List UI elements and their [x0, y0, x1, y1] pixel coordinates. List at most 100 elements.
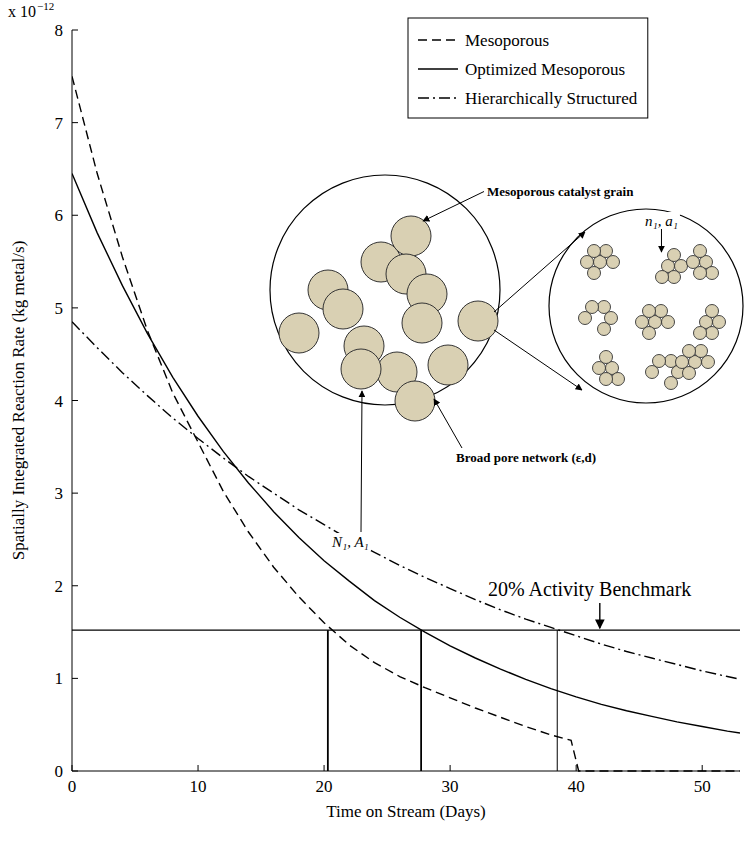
grain-circle [458, 301, 498, 341]
y-tick [72, 771, 78, 772]
y-multiplier-exponent: −12 [37, 0, 54, 12]
particle-circle [655, 305, 668, 318]
grain-circle [323, 289, 363, 329]
label-arrow [661, 229, 662, 252]
y-tick [72, 585, 78, 586]
legend: Mesoporous Optimized Mesoporous Hierarchic… [408, 18, 648, 118]
particle-circle [683, 367, 696, 380]
benchmark-arrow [599, 603, 600, 628]
y-tick-label: 0 [55, 762, 64, 781]
y-tick-label: 1 [55, 669, 64, 688]
particle-circle [600, 351, 613, 364]
particle-circle [706, 327, 719, 340]
grain-circle [402, 303, 442, 343]
x-tick [72, 765, 73, 771]
particle-circle [694, 267, 707, 280]
diagram-label: Broad pore network (ε,d) [456, 450, 596, 465]
y-tick [72, 493, 78, 494]
particle-circle [668, 249, 681, 262]
particle-circle [643, 327, 656, 340]
y-tick [72, 30, 78, 31]
particle-circle [643, 305, 656, 318]
label-patch [643, 212, 680, 230]
particle-circle [598, 301, 611, 314]
particle-circle [598, 323, 611, 336]
particle-circle [683, 345, 696, 358]
particle-circle [694, 327, 707, 340]
y-tick-label: 2 [55, 577, 64, 596]
x-tick [198, 765, 199, 771]
x-tick-label: 40 [568, 777, 585, 796]
benchmark-line [72, 630, 740, 631]
label-arrow [423, 192, 484, 222]
y-tick-label: 3 [55, 484, 64, 503]
particle-circle [588, 245, 601, 258]
y-tick-label: 6 [55, 206, 64, 225]
pellet-circle [270, 175, 500, 405]
particle-circle [600, 245, 613, 258]
particle-circle [665, 377, 678, 390]
particle-circle [588, 267, 601, 280]
drop-line [557, 630, 558, 771]
particle-circle [600, 373, 613, 386]
diagram-label: n₁, a₁ [645, 213, 678, 229]
inset-diagram: Mesoporous catalyst grain n₁, a₁ N₁, A₁ Bro… [270, 175, 743, 551]
grain-circle [428, 345, 468, 385]
y-tick-label: 5 [55, 299, 64, 318]
y-multiplier: x 10 [8, 3, 36, 20]
benchmark-label: 20% Activity Benchmark [488, 578, 691, 601]
y-tick [72, 215, 78, 216]
legend-label: Optimized Mesoporous [465, 60, 625, 79]
particle-circle [668, 271, 681, 284]
x-tick-label: 0 [68, 777, 77, 796]
particle-circle [706, 267, 719, 280]
zoom-arrow [494, 232, 585, 312]
legend-swatch [418, 39, 458, 40]
legend-box [408, 18, 648, 118]
label-patch [329, 533, 371, 551]
particle-circle [706, 305, 719, 318]
y-tick-label: 8 [55, 21, 64, 40]
x-tick-label: 30 [442, 777, 459, 796]
drop-line [327, 630, 329, 771]
chart: 0 1 2 3 4 5 6 7 8 0 10 20 30 40 50 Time on Stream (Days… [0, 0, 753, 841]
y-tick [72, 122, 78, 123]
particle-circle [695, 345, 708, 358]
y-tick [72, 307, 78, 308]
grain-circle [341, 349, 381, 389]
x-tick [450, 765, 451, 771]
x-tick [324, 765, 325, 771]
label-arrow [434, 399, 462, 448]
x-axis-line [72, 771, 740, 772]
y-tick-label: 4 [55, 392, 64, 411]
diagram-label: Mesoporous catalyst grain [487, 184, 634, 199]
series-line [72, 76, 740, 771]
legend-swatch [418, 97, 458, 98]
particle-circle [586, 301, 599, 314]
x-tick-label: 20 [316, 777, 333, 796]
y-tick [72, 400, 78, 401]
particle-circle [653, 355, 666, 368]
zoom-arrow [494, 330, 582, 390]
x-tick-label: 10 [190, 777, 207, 796]
x-tick-label: 50 [694, 777, 711, 796]
legend-label: Mesoporous [465, 31, 549, 50]
grain-circle [395, 381, 435, 421]
particle-circle [694, 245, 707, 258]
plot-area [72, 76, 740, 771]
legend-swatch [418, 68, 458, 69]
grain-circle [279, 313, 319, 353]
particle-circle [612, 373, 625, 386]
x-tick [576, 765, 577, 771]
diagram-label: N₁, A₁ [331, 534, 369, 550]
y-tick-label: 7 [55, 114, 64, 133]
label-arrow [361, 391, 362, 532]
x-tick [702, 765, 703, 771]
y-axis-title: Spatially Integrated Reaction Rate (kg m… [9, 241, 28, 561]
drop-line [420, 630, 422, 771]
particle-circle [656, 271, 669, 284]
y-tick [72, 678, 78, 679]
legend-label: Hierarchically Structured [465, 89, 638, 108]
x-axis-title: Time on Stream (Days) [326, 802, 485, 821]
grain-circle [391, 216, 431, 256]
